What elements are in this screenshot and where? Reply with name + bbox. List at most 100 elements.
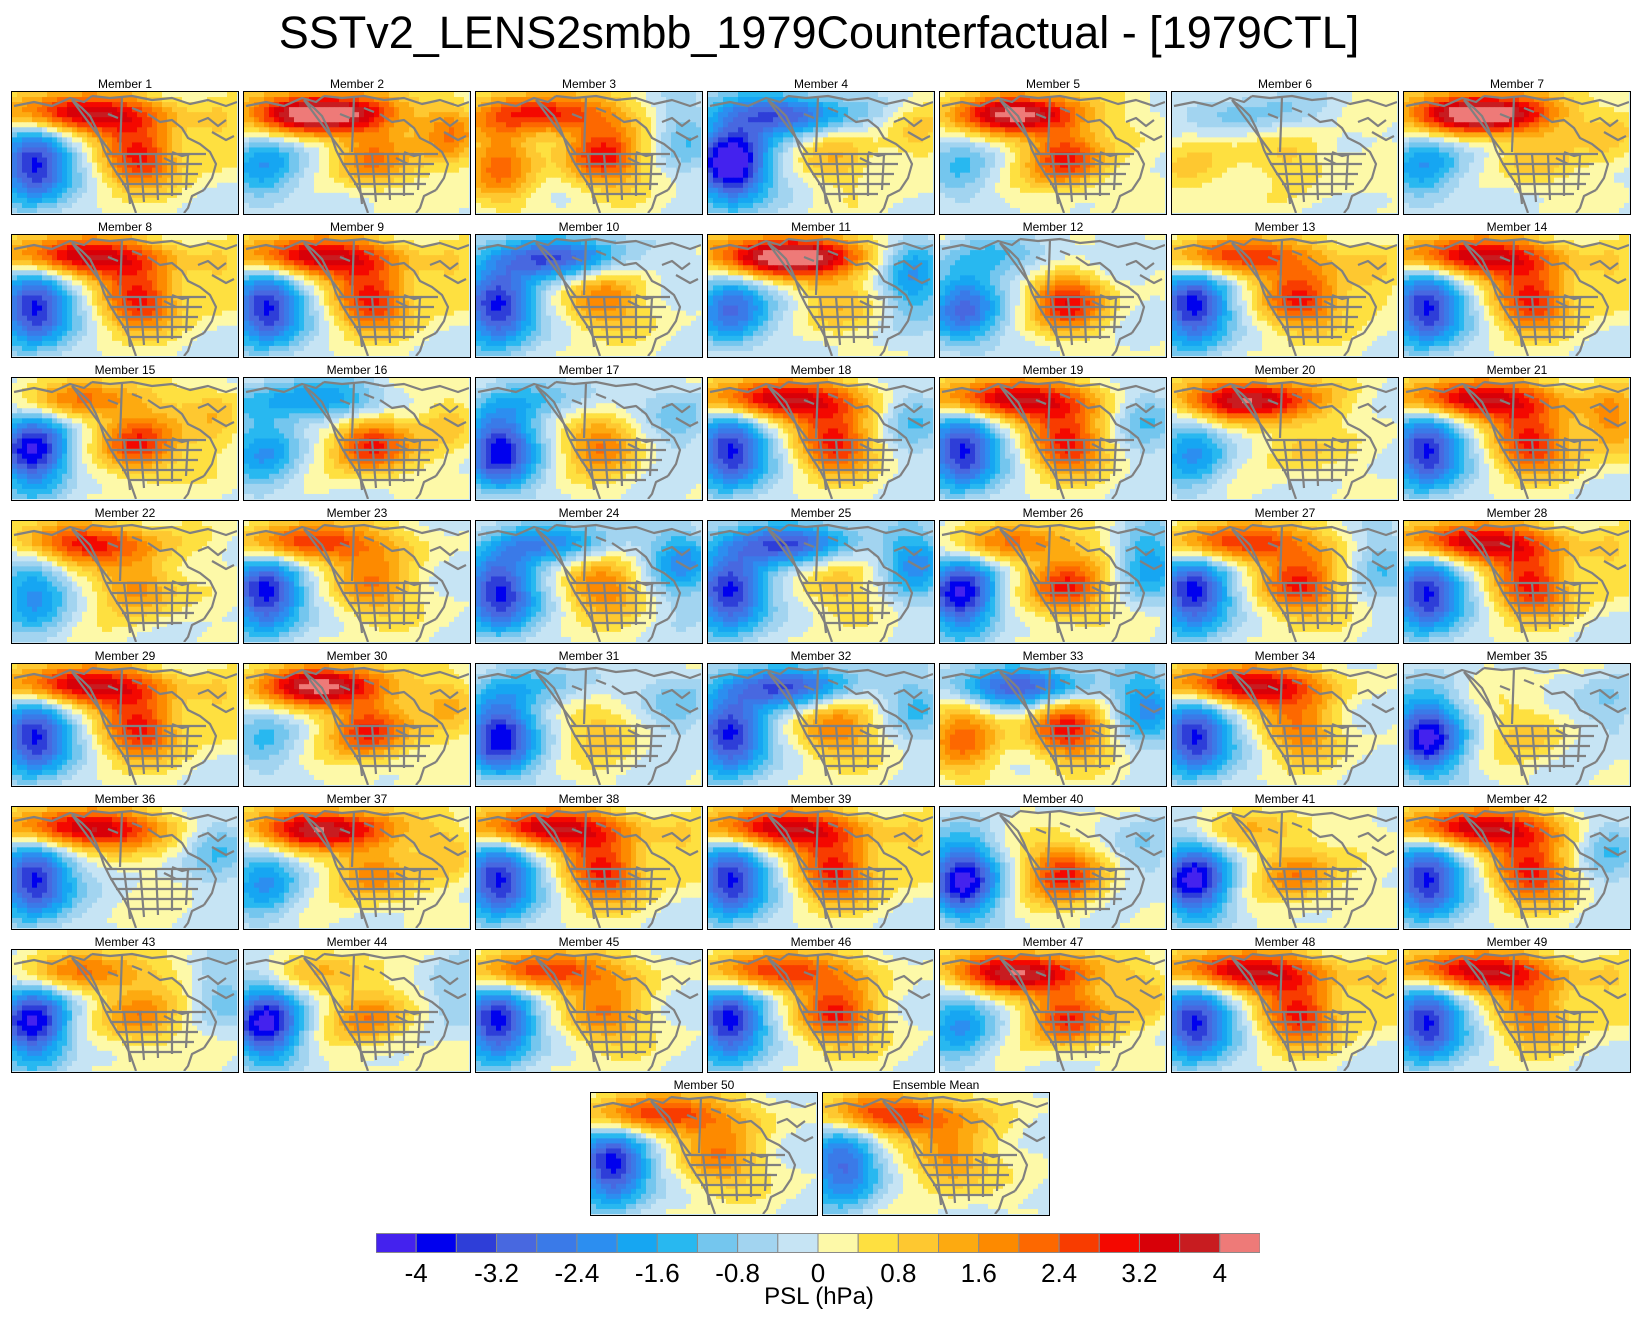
colorbar-tick-label: -1.6 — [612, 1258, 702, 1288]
panel-title: Member 7 — [1403, 77, 1631, 91]
colorbar-bin — [616, 1233, 658, 1253]
panel-title: Member 40 — [939, 792, 1167, 806]
psl-anomaly-map — [243, 806, 471, 930]
map-panel-member-15: Member 15 — [11, 363, 239, 504]
map-panel-member-20: Member 20 — [1171, 363, 1399, 504]
panel-title: Member 31 — [475, 649, 703, 663]
panel-title: Member 6 — [1171, 77, 1399, 91]
map-panel-member-32: Member 32 — [707, 649, 935, 790]
coastline-overlay — [477, 523, 701, 642]
colorbar-bin — [817, 1233, 859, 1253]
map-panel-member-34: Member 34 — [1171, 649, 1399, 790]
panel-title: Member 39 — [707, 792, 935, 806]
coastline-overlay — [1405, 380, 1629, 499]
panel-title: Member 12 — [939, 220, 1167, 234]
coastline-overlay — [245, 94, 469, 213]
coastline-overlay — [1405, 237, 1629, 356]
psl-anomaly-map — [243, 520, 471, 644]
coastline-overlay — [477, 380, 701, 499]
map-panel-member-35: Member 35 — [1403, 649, 1631, 790]
colorbar-tick-label: 3.2 — [1094, 1258, 1184, 1288]
coastline-overlay — [1405, 952, 1629, 1071]
map-panel-member-46: Member 46 — [707, 935, 935, 1076]
colorbar-units-label: PSL (hPa) — [0, 1283, 1638, 1311]
colorbar-tick-label: 0 — [773, 1258, 863, 1288]
colorbar-tick-label: -4 — [371, 1258, 461, 1288]
coastline-overlay — [13, 523, 237, 642]
colorbar-bin — [696, 1233, 739, 1253]
psl-anomaly-map — [1403, 663, 1631, 787]
psl-anomaly-map — [475, 91, 703, 215]
panel-title: Member 24 — [475, 506, 703, 520]
coastline-overlay — [709, 952, 933, 1071]
colorbar-bin — [978, 1233, 1020, 1253]
map-panel-member-22: Member 22 — [11, 506, 239, 647]
map-panel-member-17: Member 17 — [475, 363, 703, 504]
coastline-overlay — [709, 94, 933, 213]
map-panel-member-28: Member 28 — [1403, 506, 1631, 647]
psl-anomaly-map — [11, 234, 239, 358]
map-panel-member-42: Member 42 — [1403, 792, 1631, 933]
coastline-overlay — [941, 237, 1165, 356]
map-panel-member-30: Member 30 — [243, 649, 471, 790]
coastline-overlay — [709, 380, 933, 499]
psl-anomaly-map — [939, 234, 1167, 358]
map-panel-member-8: Member 8 — [11, 220, 239, 361]
coastline-overlay — [13, 809, 237, 928]
panel-title: Member 29 — [11, 649, 239, 663]
coastline-overlay — [1173, 666, 1397, 785]
colorbar-bin — [455, 1233, 498, 1253]
panel-title: Member 45 — [475, 935, 703, 949]
map-panel-member-2: Member 2 — [243, 77, 471, 218]
panel-title: Member 38 — [475, 792, 703, 806]
panel-title: Member 18 — [707, 363, 935, 377]
panel-title: Member 15 — [11, 363, 239, 377]
psl-anomaly-map — [707, 806, 935, 930]
psl-anomaly-map — [939, 949, 1167, 1073]
panel-title: Member 3 — [475, 77, 703, 91]
coastline-overlay — [941, 666, 1165, 785]
psl-anomaly-map — [243, 663, 471, 787]
psl-anomaly-map — [475, 806, 703, 930]
colorbar-bin — [375, 1233, 417, 1253]
coastline-overlay — [1173, 952, 1397, 1071]
colorbar-tick-label: -3.2 — [452, 1258, 542, 1288]
psl-anomaly-map — [11, 91, 239, 215]
coastline-overlay — [824, 1095, 1048, 1214]
psl-anomaly-map — [11, 663, 239, 787]
coastline-overlay — [477, 666, 701, 785]
coastline-overlay — [1173, 94, 1397, 213]
panel-title: Member 20 — [1171, 363, 1399, 377]
panel-title: Member 28 — [1403, 506, 1631, 520]
psl-anomaly-map — [243, 234, 471, 358]
psl-anomaly-map — [707, 377, 935, 501]
psl-anomaly-map — [939, 91, 1167, 215]
psl-anomaly-map — [1403, 234, 1631, 358]
psl-anomaly-map — [1171, 91, 1399, 215]
psl-anomaly-map — [1171, 806, 1399, 930]
psl-anomaly-map — [1171, 234, 1399, 358]
panel-title: Member 27 — [1171, 506, 1399, 520]
panel-title: Member 37 — [243, 792, 471, 806]
psl-anomaly-map — [707, 949, 935, 1073]
panel-title: Member 36 — [11, 792, 239, 806]
coastline-overlay — [1173, 523, 1397, 642]
psl-anomaly-map — [822, 1092, 1050, 1216]
map-panel-member-14: Member 14 — [1403, 220, 1631, 361]
psl-anomaly-map — [475, 377, 703, 501]
psl-anomaly-map — [11, 806, 239, 930]
psl-anomaly-map — [707, 234, 935, 358]
psl-anomaly-map — [11, 520, 239, 644]
panel-title: Member 11 — [707, 220, 935, 234]
coastline-overlay — [477, 94, 701, 213]
colorbar-bin — [1098, 1233, 1140, 1253]
psl-anomaly-map — [1403, 806, 1631, 930]
panel-title: Member 1 — [11, 77, 239, 91]
coastline-overlay — [477, 809, 701, 928]
psl-anomaly-map — [1403, 91, 1631, 215]
figure-title: SSTv2_LENS2smbb_1979Counterfactual - [19… — [0, 4, 1638, 62]
coastline-overlay — [1405, 94, 1629, 213]
psl-anomaly-map — [243, 949, 471, 1073]
psl-anomaly-map — [475, 949, 703, 1073]
psl-anomaly-map — [475, 234, 703, 358]
